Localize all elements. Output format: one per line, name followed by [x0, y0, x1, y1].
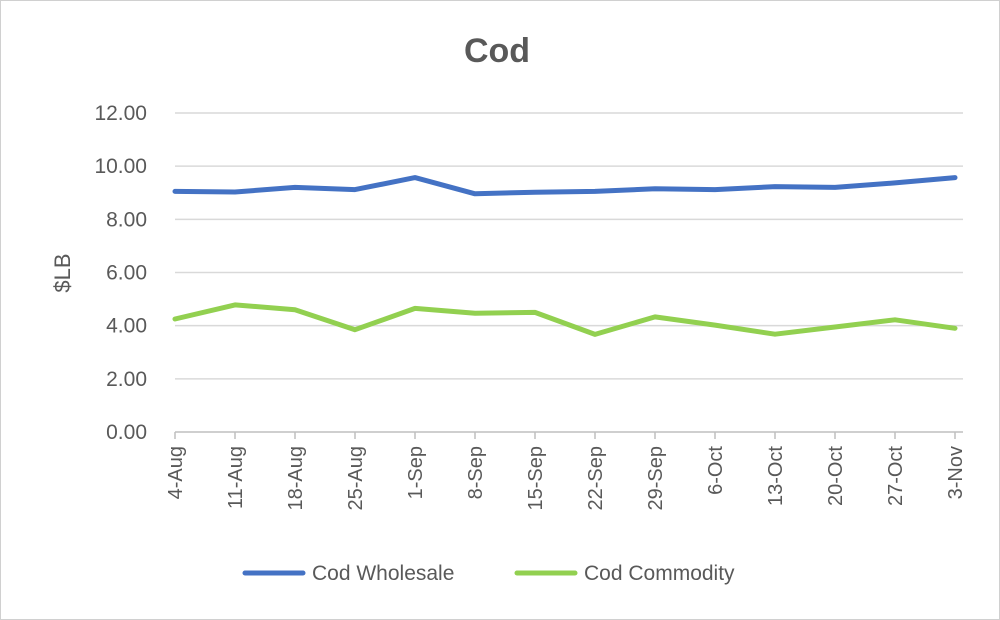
y-tick-label: 10.00: [94, 155, 147, 178]
y-tick-label: 12.00: [94, 102, 147, 125]
x-tick-label: 29-Sep: [645, 446, 667, 511]
x-tick-label: 6-Oct: [705, 446, 727, 495]
x-tick-label: 13-Oct: [765, 446, 787, 506]
x-tick-label: 8-Sep: [465, 446, 487, 499]
x-tick-label: 1-Sep: [405, 446, 427, 499]
y-axis-ticks: 0.00 2.00 4.00 6.00 8.00 10.00 12.00: [94, 102, 147, 444]
x-tick-label: 20-Oct: [825, 446, 847, 506]
legend: Cod Wholesale Cod Commodity: [242, 562, 735, 585]
x-tick-label: 25-Aug: [345, 446, 367, 511]
legend-label: Cod Commodity: [584, 562, 735, 585]
x-tick-label: 11-Aug: [225, 446, 247, 509]
series-line-wholesale: [172, 175, 958, 197]
x-tick-label: 27-Oct: [885, 446, 907, 506]
series-lines: [172, 175, 958, 337]
x-tick-label: 3-Nov: [945, 446, 967, 499]
y-tick-label: 6.00: [106, 262, 147, 285]
x-axis-ticks: 4-Aug 11-Aug 18-Aug 25-Aug 1-Sep 8-Sep 15-Sep 2…: [165, 432, 967, 511]
legend-label: Cod Wholesale: [312, 562, 454, 585]
x-tick-label: 18-Aug: [285, 446, 307, 511]
y-tick-label: 8.00: [106, 208, 147, 231]
series-line-commodity: [172, 302, 958, 337]
gridlines: [175, 112, 963, 433]
y-tick-label: 2.00: [106, 368, 147, 391]
x-tick-label: 4-Aug: [165, 446, 187, 499]
y-tick-label: 0.00: [106, 421, 147, 444]
chart-title: Cod: [464, 32, 530, 70]
x-tick-label: 15-Sep: [525, 446, 547, 511]
y-axis-label: $LB: [50, 253, 75, 292]
y-tick-label: 4.00: [106, 315, 147, 338]
x-tick-label: 22-Sep: [585, 446, 607, 511]
